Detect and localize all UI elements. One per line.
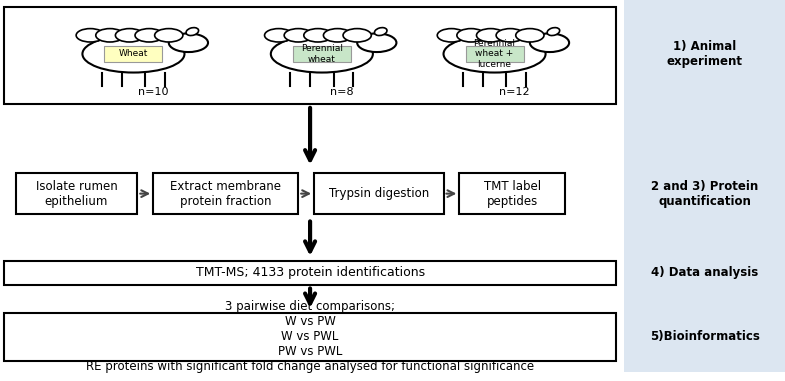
- Circle shape: [476, 29, 505, 42]
- Circle shape: [357, 34, 396, 52]
- FancyBboxPatch shape: [104, 46, 162, 62]
- Text: 3 pairwise diet comparisons;
W vs PW
W vs PWL
PW vs PWL
RE proteins with signifi: 3 pairwise diet comparisons; W vs PW W v…: [86, 301, 534, 373]
- Text: Trypsin digestion: Trypsin digestion: [329, 187, 429, 200]
- Circle shape: [343, 29, 371, 42]
- Ellipse shape: [186, 27, 199, 35]
- Circle shape: [457, 29, 485, 42]
- FancyBboxPatch shape: [4, 313, 616, 361]
- Circle shape: [496, 29, 524, 42]
- Text: 2 and 3) Protein
quantification: 2 and 3) Protein quantification: [651, 179, 758, 208]
- Ellipse shape: [374, 27, 387, 35]
- Text: Perennial
wheat +
lucerne: Perennial wheat + lucerne: [473, 39, 516, 69]
- Circle shape: [135, 29, 163, 42]
- Text: Perennial
wheat: Perennial wheat: [301, 44, 343, 64]
- FancyBboxPatch shape: [153, 173, 298, 214]
- Circle shape: [155, 29, 183, 42]
- Text: 5)Bioinformatics: 5)Bioinformatics: [650, 330, 759, 344]
- Text: 4) Data analysis: 4) Data analysis: [651, 266, 758, 279]
- Text: TMT label
peptides: TMT label peptides: [484, 179, 541, 208]
- Circle shape: [96, 29, 124, 42]
- FancyBboxPatch shape: [4, 261, 616, 285]
- Text: n=12: n=12: [498, 87, 530, 98]
- Ellipse shape: [444, 35, 546, 72]
- Circle shape: [304, 29, 332, 42]
- Circle shape: [437, 29, 466, 42]
- Circle shape: [284, 29, 312, 42]
- Text: n=8: n=8: [330, 87, 353, 98]
- Circle shape: [530, 34, 569, 52]
- Circle shape: [169, 34, 208, 52]
- FancyBboxPatch shape: [293, 46, 351, 62]
- FancyBboxPatch shape: [459, 173, 565, 214]
- FancyBboxPatch shape: [624, 0, 785, 372]
- FancyBboxPatch shape: [314, 173, 444, 214]
- Circle shape: [516, 29, 544, 42]
- FancyBboxPatch shape: [466, 46, 524, 62]
- FancyBboxPatch shape: [4, 8, 616, 104]
- Circle shape: [323, 29, 352, 42]
- Text: Extract membrane
protein fraction: Extract membrane protein fraction: [170, 179, 281, 208]
- Circle shape: [115, 29, 144, 42]
- Text: Wheat: Wheat: [119, 50, 148, 58]
- Ellipse shape: [271, 35, 373, 72]
- Ellipse shape: [82, 35, 184, 72]
- Circle shape: [76, 29, 104, 42]
- Text: Isolate rumen
epithelium: Isolate rumen epithelium: [35, 179, 118, 208]
- FancyBboxPatch shape: [16, 173, 137, 214]
- Text: n=10: n=10: [138, 87, 168, 98]
- Text: 1) Animal
experiment: 1) Animal experiment: [666, 40, 743, 68]
- Ellipse shape: [547, 27, 560, 35]
- Text: TMT-MS; 4133 protein identifications: TMT-MS; 4133 protein identifications: [195, 266, 425, 279]
- Circle shape: [265, 29, 293, 42]
